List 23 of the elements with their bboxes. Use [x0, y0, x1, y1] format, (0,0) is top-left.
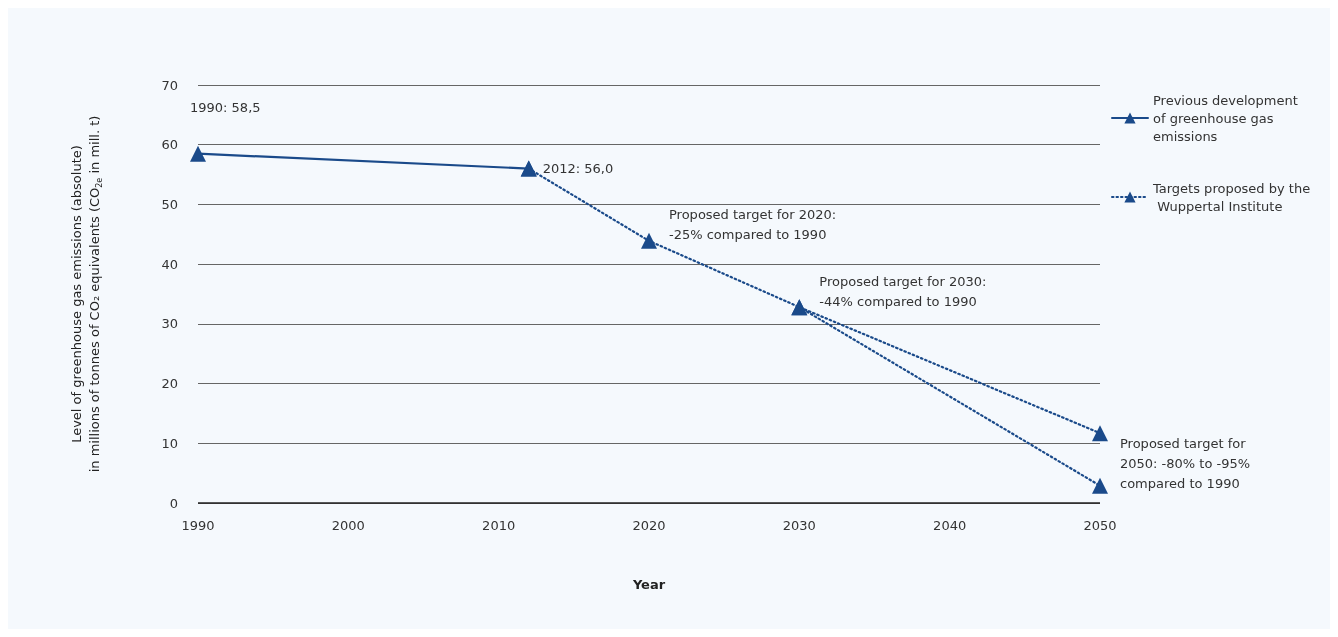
x-tick-label: 2010	[482, 518, 516, 533]
annotation: Proposed target for 2050: -80% to -95% compared to 1990	[1120, 435, 1251, 491]
annotation: Proposed target for 2020: -25% compared to 1990	[669, 207, 837, 243]
y-tick-label: 70	[161, 77, 178, 93]
x-tick-label: 2020	[632, 518, 666, 533]
x-tick-label: 2030	[782, 518, 816, 533]
x-tick-label: 2000	[331, 518, 365, 533]
x-tick-label: 2050	[1083, 518, 1117, 533]
y-tick-label: 20	[161, 376, 178, 392]
annotation: Proposed target for 2030: -44% compared to 1990	[819, 273, 987, 309]
x-tick-label: 1990	[181, 518, 215, 533]
y-tick-label: 0	[169, 495, 178, 511]
legend-label: Previous development of greenhouse gas emissions	[1153, 92, 1302, 144]
x-tick-label: 2040	[933, 518, 967, 533]
x-axis-title: Year	[631, 577, 666, 592]
y-tick-label: 50	[161, 196, 178, 212]
annotation: 1990: 58,5	[190, 100, 261, 116]
y-tick-label: 60	[161, 137, 178, 153]
annotation: 2012: 56,0	[542, 161, 614, 177]
y-tick-label: 40	[161, 256, 178, 272]
y-tick-label: 10	[161, 435, 178, 451]
legend-label: Targets proposed by the Wuppertal Institute	[1152, 180, 1311, 214]
y-tick-label: 30	[161, 316, 178, 332]
